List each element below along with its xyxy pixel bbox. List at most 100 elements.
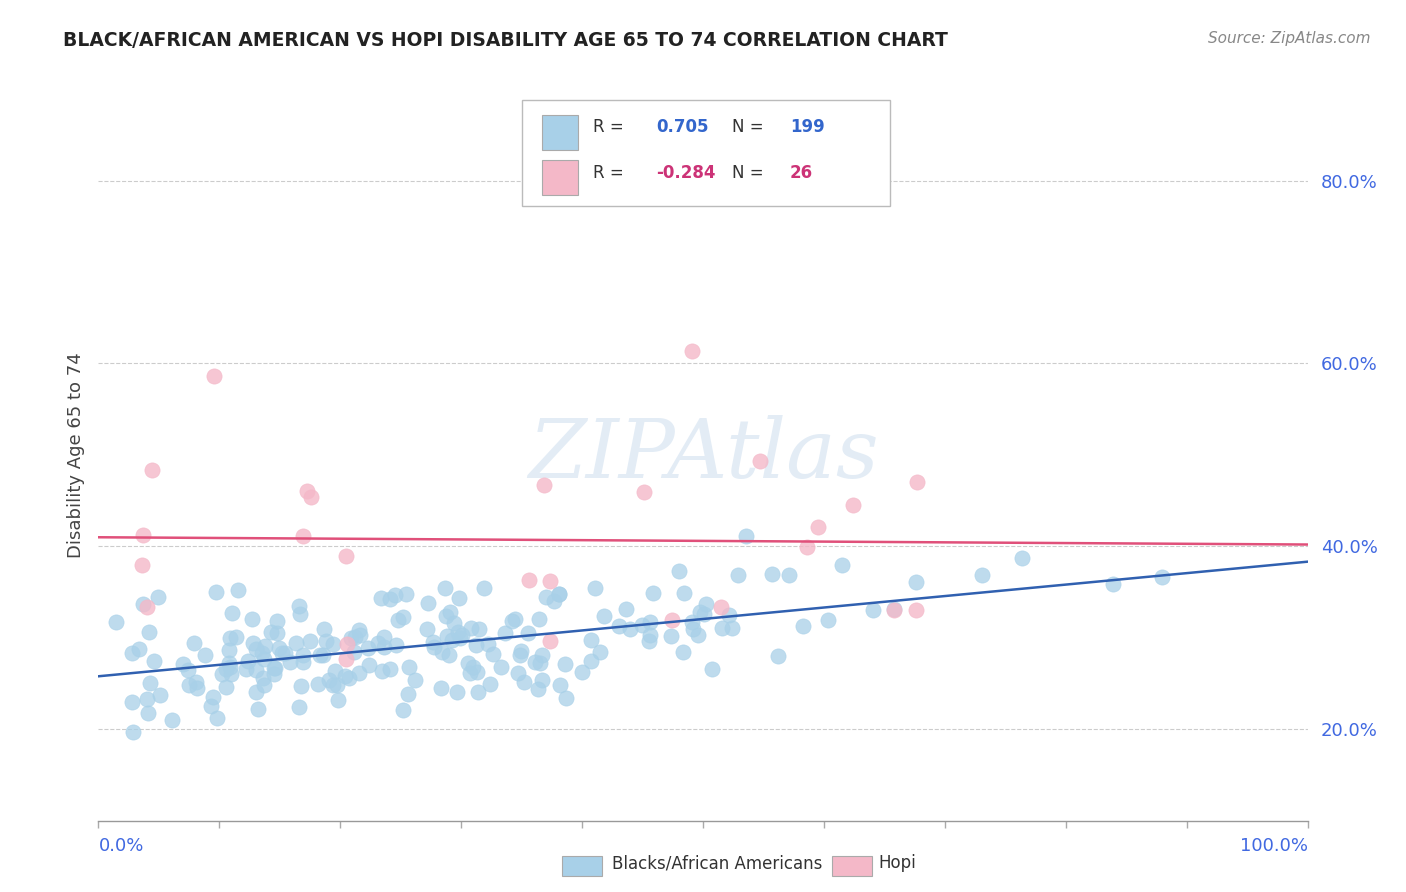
Point (235, 662, 257, 676)
Point (288, 700, 311, 714)
Text: R =: R = (593, 164, 628, 182)
Point (554, 691, 576, 706)
Point (904, 603, 927, 617)
Point (436, 629, 458, 643)
Point (571, 665, 593, 680)
Point (883, 602, 905, 616)
Point (384, 588, 406, 602)
Point (768, 648, 790, 663)
Point (218, 656, 240, 670)
Point (449, 632, 471, 646)
Point (593, 609, 616, 624)
Point (333, 669, 356, 683)
Point (398, 660, 420, 674)
Point (267, 641, 290, 656)
Y-axis label: Disability Age 65 to 74: Disability Age 65 to 74 (66, 352, 84, 558)
Point (337, 671, 360, 685)
Point (468, 622, 491, 636)
Point (970, 567, 993, 582)
Point (370, 665, 392, 679)
Point (221, 606, 243, 620)
Point (128, 642, 150, 657)
Point (509, 648, 531, 663)
Point (589, 644, 612, 658)
Point (218, 642, 240, 657)
Text: Hopi: Hopi (879, 855, 917, 872)
Text: 0.0%: 0.0% (98, 837, 143, 855)
Point (458, 665, 481, 680)
Point (263, 661, 285, 675)
Text: 199: 199 (790, 118, 825, 136)
Point (340, 631, 363, 645)
Point (236, 655, 259, 669)
Point (245, 641, 267, 656)
Point (373, 630, 395, 644)
Point (287, 599, 309, 614)
Point (295, 483, 318, 498)
Text: N =: N = (733, 118, 769, 136)
Point (335, 651, 357, 665)
Point (367, 636, 389, 650)
Point (792, 619, 814, 633)
Point (862, 603, 884, 617)
Point (477, 637, 499, 651)
Point (104, 615, 127, 629)
Point (429, 681, 451, 695)
Point (465, 638, 488, 652)
Point (523, 655, 546, 669)
Point (761, 566, 783, 581)
Point (205, 711, 228, 725)
Point (315, 633, 337, 648)
Point (266, 626, 288, 640)
Point (298, 633, 321, 648)
Text: N =: N = (733, 164, 769, 182)
Point (290, 679, 312, 693)
Point (122, 725, 145, 739)
Point (149, 689, 172, 703)
Point (672, 586, 695, 600)
Point (638, 628, 661, 642)
Point (384, 639, 406, 653)
Point (200, 698, 222, 713)
Point (292, 656, 315, 670)
Point (638, 615, 661, 630)
Point (309, 648, 332, 662)
Point (905, 475, 928, 489)
Point (529, 657, 551, 671)
Point (344, 631, 367, 645)
Point (491, 660, 513, 674)
Text: 0.705: 0.705 (655, 118, 709, 136)
Point (450, 628, 472, 642)
Text: R =: R = (593, 118, 628, 136)
Point (299, 490, 322, 504)
Point (441, 632, 464, 647)
Point (242, 636, 264, 650)
Point (336, 636, 359, 650)
Point (727, 568, 749, 582)
Point (142, 654, 165, 668)
Point (778, 568, 800, 582)
Point (416, 596, 439, 610)
Point (347, 666, 370, 681)
Text: BLACK/AFRICAN AMERICAN VS HOPI DISABILITY AGE 65 TO 74 CORRELATION CHART: BLACK/AFRICAN AMERICAN VS HOPI DISABILIT… (63, 31, 948, 50)
Point (357, 641, 380, 656)
Point (686, 628, 709, 642)
Point (479, 677, 502, 691)
Point (291, 648, 314, 662)
Point (263, 661, 285, 675)
Point (392, 609, 415, 624)
Point (748, 454, 770, 468)
Point (883, 603, 905, 617)
Point (392, 703, 415, 717)
Point (349, 623, 371, 637)
Point (194, 648, 217, 663)
Point (633, 485, 655, 500)
Point (326, 678, 349, 692)
Point (160, 713, 183, 727)
Point (447, 625, 470, 640)
Point (1102, 576, 1125, 591)
Point (404, 673, 426, 687)
Point (579, 654, 602, 668)
Point (702, 661, 724, 675)
Point (443, 616, 465, 631)
